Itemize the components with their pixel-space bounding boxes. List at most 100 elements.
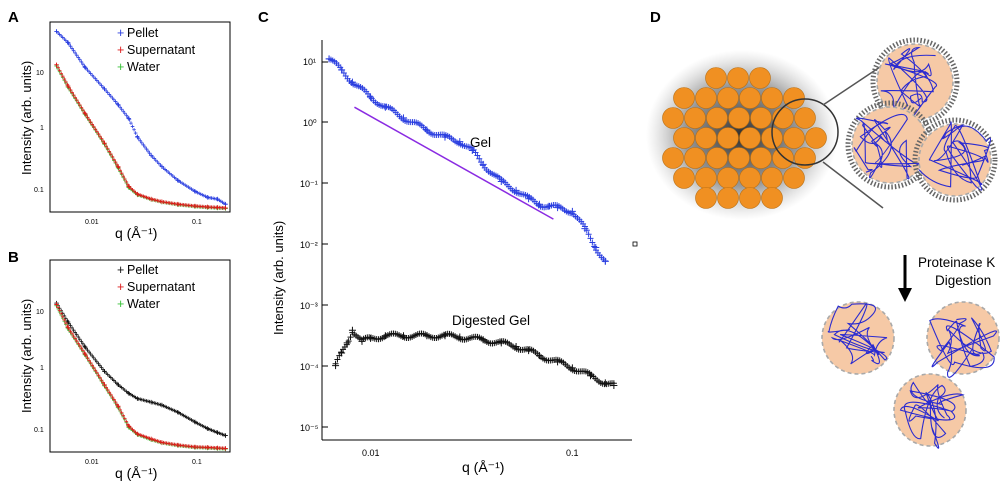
data-point xyxy=(91,365,96,370)
data-point xyxy=(135,134,140,140)
data-point xyxy=(70,46,74,51)
nanoparticle xyxy=(739,87,761,109)
nanoparticle xyxy=(750,147,772,169)
data-point xyxy=(74,332,79,337)
data-point xyxy=(110,154,115,159)
nanoparticle xyxy=(749,67,771,89)
polymer-coil xyxy=(929,317,997,378)
series-gel xyxy=(325,55,609,265)
data-point xyxy=(76,335,81,339)
plot-axes xyxy=(321,40,632,441)
data-point xyxy=(367,93,375,101)
zoom-line-bottom xyxy=(822,161,884,209)
legend-label-supernatant: Supernatant xyxy=(127,280,196,294)
x-tick-label: 0.1 xyxy=(192,219,202,226)
data-point xyxy=(205,204,210,210)
plot-marks xyxy=(325,55,618,389)
nanoparticle xyxy=(662,147,684,169)
data-point xyxy=(175,201,181,207)
data-point xyxy=(581,225,589,233)
data-point xyxy=(70,326,74,330)
nanoparticle xyxy=(728,107,750,129)
reference-slope-line xyxy=(354,106,554,220)
y-axis-label: Intensity (arb. units) xyxy=(271,221,286,335)
data-point xyxy=(122,416,127,421)
data-point xyxy=(474,152,481,159)
data-point xyxy=(71,328,76,332)
series-supernatant xyxy=(54,62,228,211)
data-point xyxy=(78,103,82,107)
data-point xyxy=(192,203,198,209)
data-point xyxy=(113,400,118,404)
digested-nanoparticle xyxy=(821,301,895,375)
data-point xyxy=(147,151,152,156)
data-point xyxy=(121,109,126,114)
data-point xyxy=(381,103,389,111)
y-tick-label: 10⁻¹ xyxy=(300,179,318,189)
x-tick-label: 0.01 xyxy=(85,219,99,226)
data-point xyxy=(215,196,220,202)
data-point xyxy=(456,138,464,146)
data-point xyxy=(109,152,113,156)
legend: + Pellet + Supernatant + Water xyxy=(117,26,196,74)
y-tick-label: 10 xyxy=(36,70,44,77)
data-point xyxy=(143,145,147,149)
data-point xyxy=(85,115,90,120)
data-point xyxy=(601,379,609,387)
data-point xyxy=(115,164,121,169)
data-point xyxy=(589,239,596,246)
data-point xyxy=(205,445,210,450)
data-point xyxy=(54,62,59,68)
data-point xyxy=(121,174,126,178)
data-point xyxy=(79,60,84,64)
data-point xyxy=(82,111,88,116)
nanoparticle xyxy=(717,127,739,149)
y-tick-label: 0.1 xyxy=(34,427,44,434)
data-point xyxy=(115,102,121,107)
data-point xyxy=(192,419,198,425)
data-point xyxy=(126,423,132,429)
data-point xyxy=(81,348,85,353)
series-supernatant xyxy=(54,302,228,451)
data-point xyxy=(104,144,108,148)
data-point xyxy=(223,446,228,451)
panel-letter-b: B xyxy=(8,249,19,266)
nanoparticle xyxy=(705,67,727,89)
data-point xyxy=(116,405,121,409)
y-tick-label: 10⁻² xyxy=(300,240,318,250)
x-tick-label: 0.1 xyxy=(192,459,202,466)
nanoparticle xyxy=(684,107,706,129)
y-tick-label: 10⁻⁴ xyxy=(300,362,319,372)
digestion-arrow xyxy=(898,255,912,302)
data-point xyxy=(132,127,136,132)
data-point xyxy=(96,361,101,366)
data-point xyxy=(512,342,520,350)
data-point xyxy=(118,408,122,412)
data-point xyxy=(82,351,88,357)
data-point xyxy=(568,364,576,372)
x-axis-label: q (Å⁻¹) xyxy=(115,465,157,481)
data-point xyxy=(135,191,140,197)
data-point xyxy=(68,44,73,49)
data-point xyxy=(62,318,67,322)
y-axis-label: Intensity (arb. units) xyxy=(19,61,34,175)
data-point xyxy=(358,337,366,345)
data-point xyxy=(99,365,104,370)
series-digested-gel xyxy=(332,326,618,389)
nanoparticle xyxy=(727,67,749,89)
panel-c: C Intensity (arb. units) q (Å⁻¹) 0.01 0.… xyxy=(258,9,638,475)
data-point xyxy=(121,413,126,418)
data-point xyxy=(192,444,198,450)
data-point xyxy=(56,65,60,70)
data-point xyxy=(64,321,68,325)
legend-marker-pellet: + xyxy=(117,263,124,277)
legend-marker-supernatant: + xyxy=(117,280,124,294)
protein-corona xyxy=(870,37,960,127)
legend-label-water: Water xyxy=(127,60,160,74)
plot-frame xyxy=(49,259,231,453)
nanoparticle xyxy=(695,87,717,109)
data-point xyxy=(148,196,154,202)
data-point xyxy=(68,329,73,334)
data-point xyxy=(96,373,101,377)
